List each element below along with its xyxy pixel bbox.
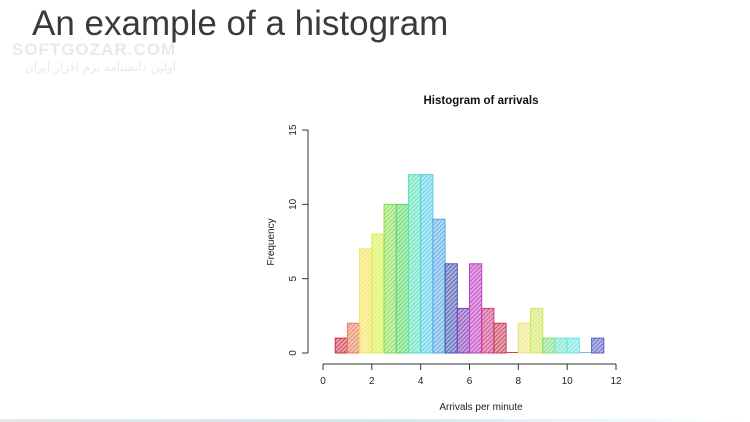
histogram-bar xyxy=(383,203,397,354)
bottom-progress-strip xyxy=(0,419,750,422)
histogram-bar xyxy=(432,218,446,354)
x-tick-label: 0 xyxy=(320,376,326,387)
histogram-bar xyxy=(346,322,361,354)
histogram-bar xyxy=(554,337,568,354)
x-tick-label: 12 xyxy=(610,376,622,387)
y-tick-label: 15 xyxy=(288,124,299,136)
histogram-bar xyxy=(542,337,556,354)
x-tick-label: 10 xyxy=(562,376,574,387)
histogram-bar xyxy=(493,322,507,354)
histogram-bar xyxy=(566,337,580,354)
histogram-bar xyxy=(469,263,483,354)
y-axis: 0 5 10 15 xyxy=(288,124,309,356)
histogram-bar xyxy=(579,352,592,353)
histogram-bar xyxy=(444,263,458,354)
histogram-bars xyxy=(334,174,605,354)
x-tick-label: 2 xyxy=(369,376,375,387)
histogram-bar xyxy=(359,248,373,354)
histogram-bar xyxy=(456,307,470,354)
y-tick-label: 10 xyxy=(288,198,299,210)
slide-title: An example of a histogram xyxy=(32,4,449,43)
histogram-bar xyxy=(506,352,519,353)
x-tick-label: 4 xyxy=(418,376,424,387)
histogram-bar xyxy=(407,174,422,354)
y-tick-label: 0 xyxy=(288,350,299,356)
x-axis: 0 2 4 6 8 10 12 xyxy=(320,363,622,387)
histogram-bar xyxy=(371,233,385,354)
x-tick-label: 6 xyxy=(467,376,473,387)
histogram-bar xyxy=(420,174,434,354)
x-axis-label: Arrivals per minute xyxy=(439,402,523,413)
histogram-bar xyxy=(481,307,495,354)
x-tick-label: 8 xyxy=(516,376,522,387)
histogram-bar xyxy=(591,337,605,354)
chart-title: Histogram of arrivals xyxy=(423,95,538,107)
y-tick-label: 5 xyxy=(288,275,299,281)
histogram-bar xyxy=(334,337,348,354)
y-axis-label: Frequency xyxy=(266,218,277,265)
histogram-bar xyxy=(395,203,409,354)
histogram-bar xyxy=(517,322,532,354)
histogram-bar xyxy=(530,307,544,354)
